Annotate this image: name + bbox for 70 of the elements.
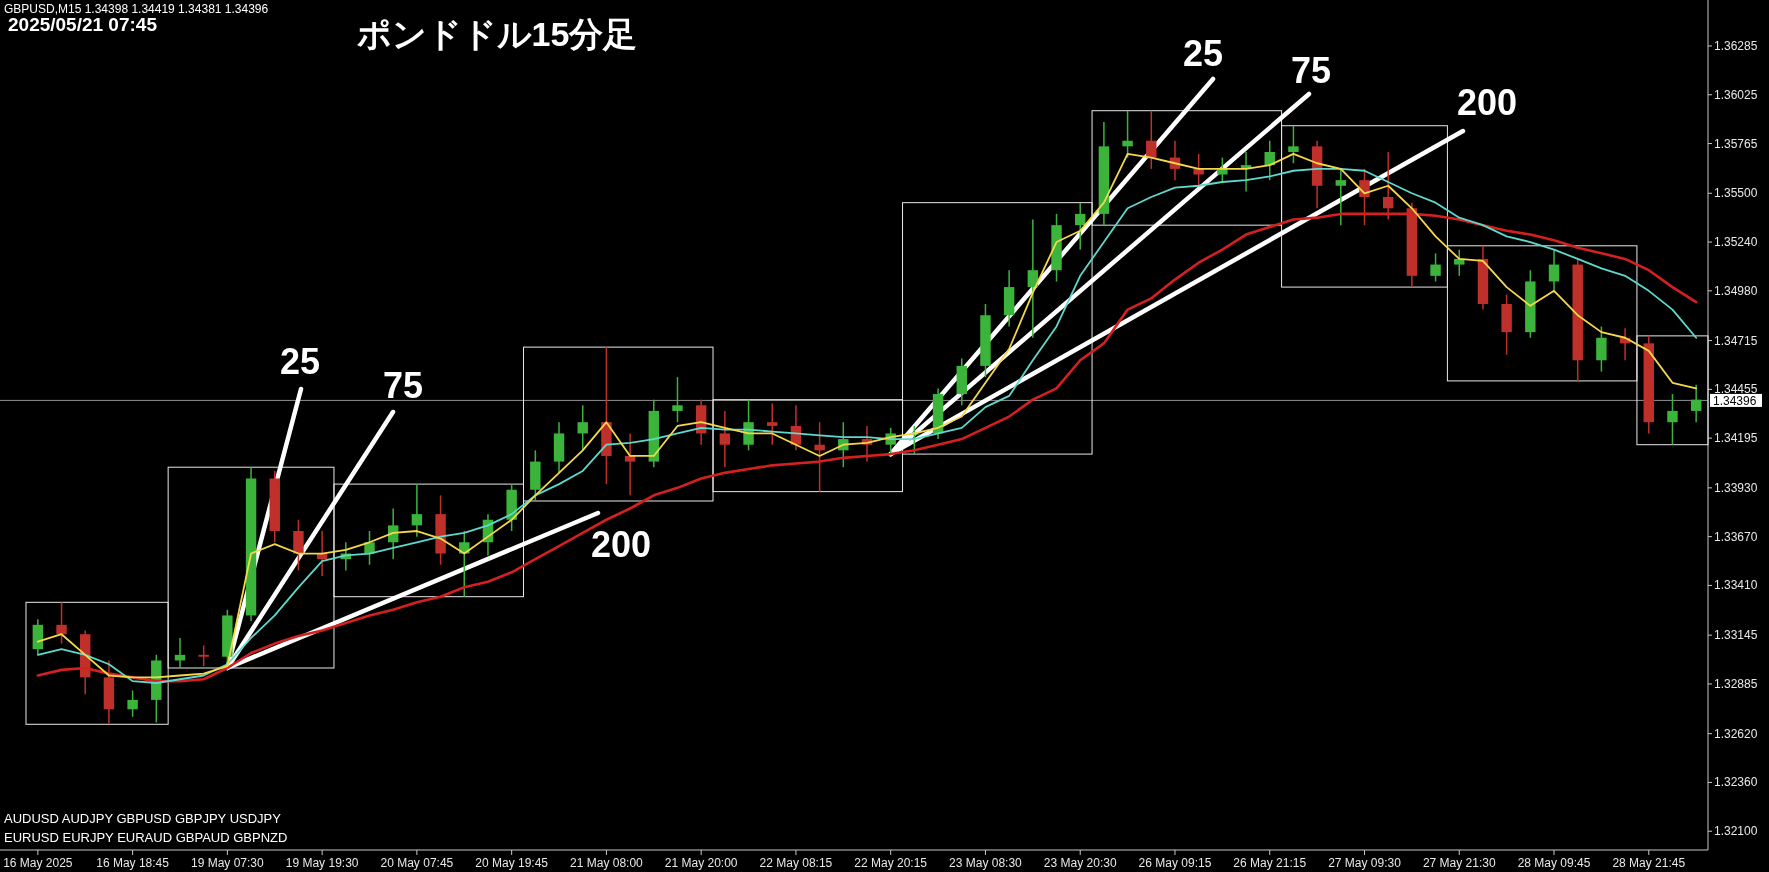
candlestick <box>577 404 588 452</box>
annotation: 2025/05/21 07:45 <box>8 14 158 35</box>
x-tick-label: 16 May 2025 <box>3 856 73 870</box>
y-tick-label: 1.35240 <box>1714 235 1758 250</box>
candlestick <box>411 483 423 538</box>
x-tick-label: 22 May 08:15 <box>759 856 833 870</box>
annotation: 25 <box>279 341 321 382</box>
x-tick-label: 20 May 19:45 <box>475 856 549 870</box>
y-tick-label: 1.32360 <box>1714 775 1758 790</box>
x-tick-label: 27 May 21:30 <box>1422 856 1496 870</box>
y-tick-label: 1.35500 <box>1714 186 1758 201</box>
candlestick <box>814 421 825 493</box>
candlestick <box>767 402 778 446</box>
x-tick-label: 19 May 07:30 <box>191 856 265 870</box>
candlestick <box>56 601 67 645</box>
y-tick-label: 1.33410 <box>1714 578 1758 593</box>
annotation: AUDUSD AUDJPY GBPUSD GBPJPY USDJPY <box>4 811 282 826</box>
y-tick-label: 1.32885 <box>1714 676 1758 691</box>
candlestick <box>624 432 636 497</box>
candlestick <box>1596 325 1607 373</box>
candlestick <box>1382 151 1394 221</box>
y-tick-label: 1.34980 <box>1714 283 1758 298</box>
candlestick <box>127 689 138 718</box>
x-tick-label: 19 May 19:30 <box>285 856 359 870</box>
candlestick <box>1193 153 1204 187</box>
annotation: EURUSD EURJPY EURAUD GBPAUD GBPNZD <box>4 830 288 845</box>
x-tick-label: 23 May 20:30 <box>1043 856 1117 870</box>
candlestick <box>1454 248 1465 277</box>
candlestick <box>1027 218 1039 339</box>
candlestick <box>1548 248 1560 294</box>
y-tick-label: 1.34715 <box>1714 333 1758 348</box>
candlestick <box>672 376 683 423</box>
candlestick <box>293 519 304 572</box>
x-tick-label: 16 May 18:45 <box>96 856 170 870</box>
annotation: 200 <box>1456 82 1518 123</box>
candlestick <box>1430 252 1441 283</box>
candlestick <box>1075 201 1086 251</box>
text: ポンドドル15分足 <box>356 15 638 53</box>
y-tick-label: 1.33145 <box>1714 628 1758 643</box>
x-tick-label: 20 May 07:45 <box>380 856 454 870</box>
x-tick-label: 21 May 20:00 <box>664 856 738 870</box>
candlestick <box>1122 109 1133 159</box>
y-tick-label: 1.36025 <box>1714 87 1758 102</box>
candlestick <box>1288 124 1299 164</box>
candlestick <box>1335 168 1347 226</box>
x-tick-label: 26 May 21:15 <box>1233 856 1307 870</box>
y-tick-label: 1.32620 <box>1714 726 1758 741</box>
x-tick-label: 26 May 09:15 <box>1138 856 1212 870</box>
x-tick-label: 23 May 08:30 <box>949 856 1023 870</box>
y-tick-label: 1.34195 <box>1714 431 1758 446</box>
annotation: 200 <box>590 524 652 565</box>
y-tick-label: 1.33670 <box>1714 529 1758 544</box>
x-tick-label: 27 May 09:30 <box>1328 856 1402 870</box>
candlestick <box>1690 383 1702 423</box>
annotation: 75 <box>1290 50 1332 91</box>
candlestick <box>1359 168 1370 226</box>
y-tick-label: 1.33930 <box>1714 480 1758 495</box>
x-tick-label: 28 May 21:45 <box>1612 856 1686 870</box>
annotation: 25 <box>1182 33 1224 74</box>
y-tick-label: 1.32100 <box>1714 824 1758 839</box>
x-tick-label: 28 May 09:45 <box>1517 856 1591 870</box>
y-tick-label: 1.35765 <box>1714 136 1758 151</box>
candlestick <box>1667 393 1678 446</box>
annotation: GBPUSD,M15 1.34398 1.34419 1.34381 1.34396 <box>4 2 269 16</box>
candlestick <box>198 644 209 667</box>
annotation: 75 <box>382 365 424 406</box>
candlestick <box>719 410 731 468</box>
x-tick-label: 21 May 08:00 <box>570 856 644 870</box>
y-tick-label: 1.36285 <box>1714 38 1758 53</box>
x-tick-label: 22 May 20:15 <box>854 856 928 870</box>
